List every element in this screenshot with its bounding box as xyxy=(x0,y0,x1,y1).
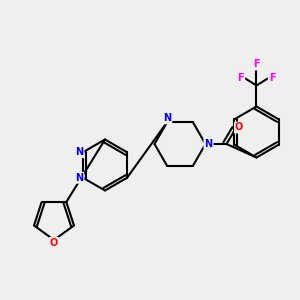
Text: N: N xyxy=(75,147,83,157)
Text: O: O xyxy=(235,122,243,133)
Text: F: F xyxy=(238,73,244,83)
Text: N: N xyxy=(204,139,213,149)
Text: N: N xyxy=(163,113,171,123)
Text: O: O xyxy=(50,238,58,248)
Text: N: N xyxy=(75,173,83,183)
Text: F: F xyxy=(269,73,275,83)
Text: F: F xyxy=(253,59,260,70)
